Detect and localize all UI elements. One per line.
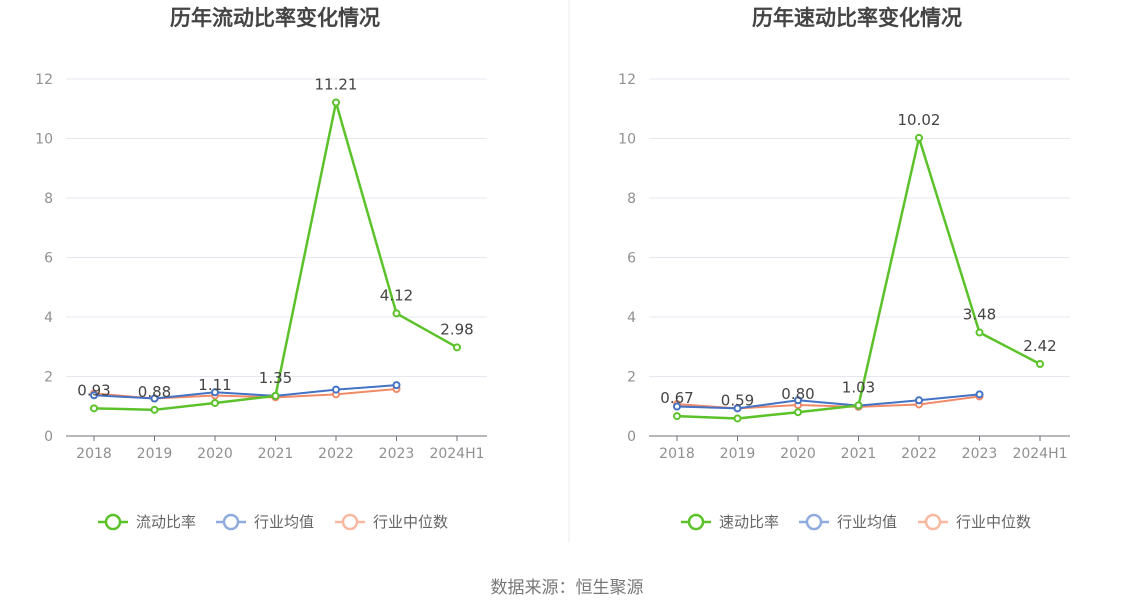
- data-label: 2.98: [440, 320, 473, 338]
- legend-label: 行业中位数: [373, 513, 448, 531]
- series-line-main: [93, 101, 458, 412]
- data-label: 10.02: [898, 111, 941, 129]
- x-tick-label: 2024H1: [429, 446, 484, 462]
- y-tick-label: 6: [44, 251, 53, 267]
- data-label: 0.80: [781, 385, 814, 403]
- y-tick-label: 8: [44, 191, 53, 207]
- chart-title: 历年速动比率变化情况: [752, 6, 962, 30]
- data-label: 4.12: [380, 286, 413, 304]
- x-tick-label: 2022: [318, 446, 354, 462]
- legend-marker-icon: [805, 513, 823, 531]
- data-label: 1.03: [842, 378, 875, 396]
- legend: 流动比率 行业均值 行业中位数: [98, 513, 448, 531]
- x-tick-label: 2023: [379, 446, 415, 462]
- data-point: [673, 402, 681, 411]
- x-tick-label: 2018: [76, 446, 112, 462]
- data-point: [794, 408, 802, 417]
- x-tick-label: 2021: [258, 446, 294, 462]
- data-point: [1036, 360, 1044, 369]
- x-tick-label: 2024H1: [1012, 446, 1067, 462]
- data-label: 0.59: [721, 391, 754, 409]
- data-point: [854, 401, 863, 410]
- data-label: 0.93: [77, 381, 110, 399]
- legend-marker-icon: [104, 513, 122, 531]
- x-axis: 2018 2019 2020 2021 2022 2023 2024H1: [649, 435, 1070, 462]
- legend-marker-icon: [924, 513, 942, 531]
- legend-label: 流动比率: [136, 513, 196, 531]
- data-point: [271, 391, 280, 400]
- legend-label: 速动比率: [719, 513, 779, 531]
- legend: 速动比率 行业均值 行业中位数: [681, 513, 1031, 531]
- data-point: [794, 396, 802, 405]
- data-point: [975, 328, 984, 337]
- chart-title: 历年流动比率变化情况: [170, 6, 380, 30]
- y-tick-label: 6: [627, 251, 636, 267]
- data-label: 11.21: [315, 76, 358, 94]
- data-point: [975, 390, 984, 399]
- y-tick-label: 10: [618, 132, 636, 148]
- legend-marker-icon: [341, 513, 359, 531]
- series-lines: 0.67 0.59 0.80 1.03 10.02 3.48 2.42: [660, 111, 1057, 423]
- series-lines: 0.93 0.88 1.11 1.35 11.21 4.12 2.98: [77, 76, 474, 414]
- y-tick-label: 4: [44, 310, 53, 326]
- data-point: [90, 391, 98, 400]
- x-tick-label: 2023: [962, 446, 998, 462]
- data-label: 0.67: [660, 389, 693, 407]
- legend-label: 行业中位数: [956, 513, 1031, 531]
- data-point: [211, 398, 219, 407]
- data-point: [915, 396, 923, 405]
- x-tick-label: 2020: [197, 446, 233, 462]
- y-tick-label: 4: [627, 310, 636, 326]
- data-point: [150, 394, 159, 403]
- series-line-industry-mean: [93, 384, 397, 400]
- y-tick-label: 2: [627, 370, 636, 386]
- current-ratio-panel: 历年流动比率变化情况 0 2 4 6 8 10 12 2018 2019 2020 2021 202…: [35, 6, 487, 531]
- data-point: [733, 404, 742, 413]
- quick-ratio-panel: 历年速动比率变化情况 0 2 4 6 8 10 12 2018 2019 2020 2021 202…: [618, 6, 1070, 531]
- data-label: 1.11: [198, 376, 231, 394]
- data-point: [673, 412, 681, 421]
- legend-marker-icon: [687, 513, 705, 531]
- data-label: 0.88: [138, 383, 171, 401]
- legend-label: 行业均值: [254, 513, 314, 531]
- y-tick-label: 12: [35, 72, 53, 88]
- data-point: [915, 133, 923, 142]
- x-tick-label: 2018: [659, 446, 695, 462]
- source-note: 数据来源：恒生聚源: [491, 578, 644, 598]
- y-tick-label: 0: [44, 429, 53, 445]
- y-tick-label: 0: [627, 429, 636, 445]
- legend-marker-icon: [222, 513, 240, 531]
- data-point: [392, 381, 401, 390]
- data-point: [392, 309, 401, 318]
- series-line-industry-mean: [676, 393, 980, 410]
- data-label: 2.42: [1023, 337, 1056, 355]
- y-tick-label: 8: [627, 191, 636, 207]
- data-point: [211, 388, 219, 397]
- x-tick-label: 2021: [841, 446, 877, 462]
- data-point: [733, 414, 742, 423]
- data-point: [453, 343, 461, 352]
- grid-lines: 0 2 4 6 8 10 12: [35, 72, 487, 445]
- y-tick-label: 10: [35, 132, 53, 148]
- y-tick-label: 2: [44, 370, 53, 386]
- data-point: [332, 98, 340, 107]
- data-point: [332, 385, 340, 394]
- data-point: [150, 405, 159, 414]
- y-tick-label: 12: [618, 72, 636, 88]
- data-label: 1.35: [259, 369, 292, 387]
- data-label: 3.48: [963, 305, 996, 323]
- x-tick-label: 2019: [137, 446, 173, 462]
- grid-lines: 0 2 4 6 8 10 12: [618, 72, 1070, 445]
- x-tick-label: 2022: [901, 446, 937, 462]
- data-point: [90, 404, 98, 413]
- x-tick-label: 2019: [720, 446, 756, 462]
- legend-label: 行业均值: [837, 513, 897, 531]
- x-axis: 2018 2019 2020 2021 2022 2023 2024H1: [66, 435, 487, 462]
- x-tick-label: 2020: [780, 446, 816, 462]
